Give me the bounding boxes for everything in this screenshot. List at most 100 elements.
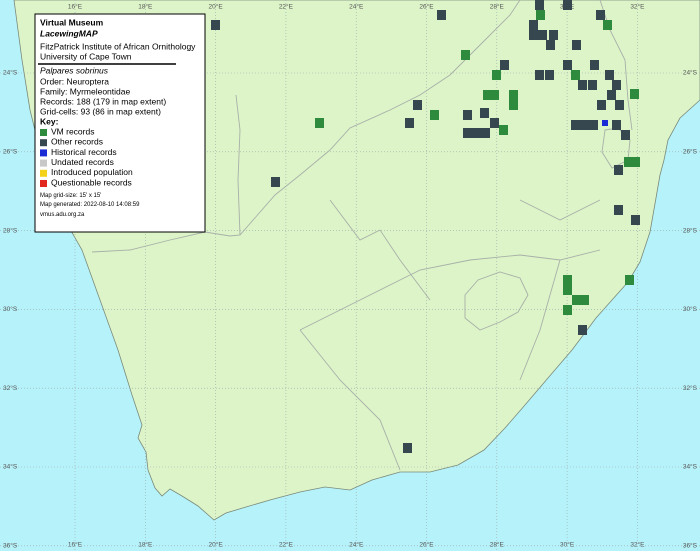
other-record bbox=[535, 70, 544, 80]
order: Order: Neuroptera bbox=[40, 76, 109, 86]
vm-record bbox=[430, 110, 439, 120]
other-record bbox=[563, 60, 572, 70]
lat-label-left: 26°S bbox=[3, 148, 18, 156]
lon-label-bottom: 28°E bbox=[490, 541, 505, 549]
other-record bbox=[631, 215, 640, 225]
other-record bbox=[578, 325, 587, 335]
other-record bbox=[612, 120, 621, 130]
lon-label-bottom: 32°E bbox=[630, 541, 645, 549]
vm-record bbox=[509, 100, 518, 110]
lon-label-top: 22°E bbox=[279, 3, 294, 11]
other-record bbox=[481, 128, 490, 138]
lon-label-bottom: 18°E bbox=[138, 541, 153, 549]
lat-label-right: 24°S bbox=[683, 69, 698, 77]
vm-record bbox=[580, 295, 589, 305]
legend-subtitle: LacewingMAP bbox=[40, 28, 98, 38]
other-record bbox=[589, 120, 598, 130]
key-swatch bbox=[40, 149, 47, 157]
institute: FitzPatrick Institute of African Ornitho… bbox=[40, 41, 196, 51]
lat-label-left: 34°S bbox=[3, 463, 18, 471]
vm-record bbox=[483, 90, 492, 100]
other-record bbox=[463, 110, 472, 120]
vm-record bbox=[315, 118, 324, 128]
other-record bbox=[597, 100, 606, 110]
vm-record bbox=[631, 157, 640, 167]
lon-label-top: 18°E bbox=[138, 3, 153, 11]
other-record bbox=[614, 205, 623, 215]
lon-label-bottom: 22°E bbox=[279, 541, 294, 549]
lon-label-top: 16°E bbox=[68, 3, 83, 11]
other-record bbox=[500, 60, 509, 70]
url: vmus.adu.org.za bbox=[40, 212, 85, 218]
legend-title: Virtual Museum bbox=[40, 17, 104, 27]
lon-label-top: 32°E bbox=[630, 3, 645, 11]
lon-label-top: 24°E bbox=[349, 3, 364, 11]
vm-record bbox=[563, 305, 572, 315]
other-record bbox=[614, 165, 623, 175]
historical-record bbox=[602, 120, 608, 126]
vm-record bbox=[490, 90, 499, 100]
key-label: Historical records bbox=[51, 147, 117, 157]
other-record bbox=[590, 60, 599, 70]
lat-label-right: 28°S bbox=[683, 226, 698, 234]
other-record bbox=[437, 10, 446, 20]
key-swatch bbox=[40, 180, 47, 187]
vm-record bbox=[571, 70, 580, 80]
other-record bbox=[596, 10, 605, 20]
lon-label-bottom: 16°E bbox=[68, 541, 83, 549]
other-record bbox=[571, 120, 580, 130]
other-record bbox=[271, 177, 280, 187]
other-record bbox=[480, 108, 489, 118]
vm-record bbox=[563, 275, 572, 285]
vm-record bbox=[572, 295, 581, 305]
other-record bbox=[572, 40, 581, 50]
vm-record bbox=[492, 70, 501, 80]
key-label: Other records bbox=[51, 137, 103, 147]
records: Records: 188 (179 in map extent) bbox=[40, 96, 166, 106]
lon-label-bottom: 20°E bbox=[209, 541, 224, 549]
vm-record bbox=[563, 285, 572, 295]
key-label: Introduced population bbox=[51, 167, 133, 177]
other-record bbox=[545, 70, 554, 80]
lat-label-left: 30°S bbox=[3, 305, 18, 313]
other-record bbox=[403, 443, 412, 453]
lat-label-left: 28°S bbox=[3, 226, 18, 234]
vm-record bbox=[499, 125, 508, 135]
lat-label-left: 32°S bbox=[3, 384, 18, 392]
other-record bbox=[621, 130, 630, 140]
other-record bbox=[472, 128, 481, 138]
lon-label-top: 20°E bbox=[209, 3, 224, 11]
other-record bbox=[615, 100, 624, 110]
legend: Virtual Museum LacewingMAP FitzPatrick I… bbox=[34, 13, 206, 233]
record-cells bbox=[211, 0, 640, 453]
other-record bbox=[612, 80, 621, 90]
lon-label-bottom: 24°E bbox=[349, 541, 364, 549]
grid-size: Map grid-size: 15' x 15' bbox=[40, 193, 101, 199]
other-record bbox=[490, 118, 499, 128]
key-label: VM records bbox=[51, 126, 94, 136]
other-record bbox=[529, 30, 538, 40]
vm-record bbox=[630, 89, 639, 99]
lon-label-top: 26°E bbox=[419, 3, 434, 11]
species: Palpares sobrinus bbox=[40, 65, 109, 75]
key-swatch bbox=[40, 159, 47, 167]
vm-record bbox=[461, 50, 470, 60]
key-label: Undated records bbox=[51, 157, 114, 167]
key-title: Key: bbox=[40, 116, 59, 126]
university: University of Cape Town bbox=[40, 51, 132, 61]
other-record bbox=[463, 128, 472, 138]
other-record bbox=[546, 40, 555, 50]
other-record bbox=[588, 80, 597, 90]
other-record bbox=[578, 80, 587, 90]
vm-record bbox=[536, 10, 545, 20]
other-record bbox=[405, 118, 414, 128]
key-label: Questionable records bbox=[51, 177, 132, 187]
legend-box bbox=[34, 13, 206, 233]
key-swatch bbox=[40, 129, 47, 136]
generated: Map generated: 2022-08-10 14:08:59 bbox=[40, 202, 140, 208]
lat-label-right: 36°S bbox=[683, 542, 698, 550]
grid-cells: Grid-cells: 93 (86 in map extent) bbox=[40, 106, 161, 116]
vm-record bbox=[603, 20, 612, 30]
